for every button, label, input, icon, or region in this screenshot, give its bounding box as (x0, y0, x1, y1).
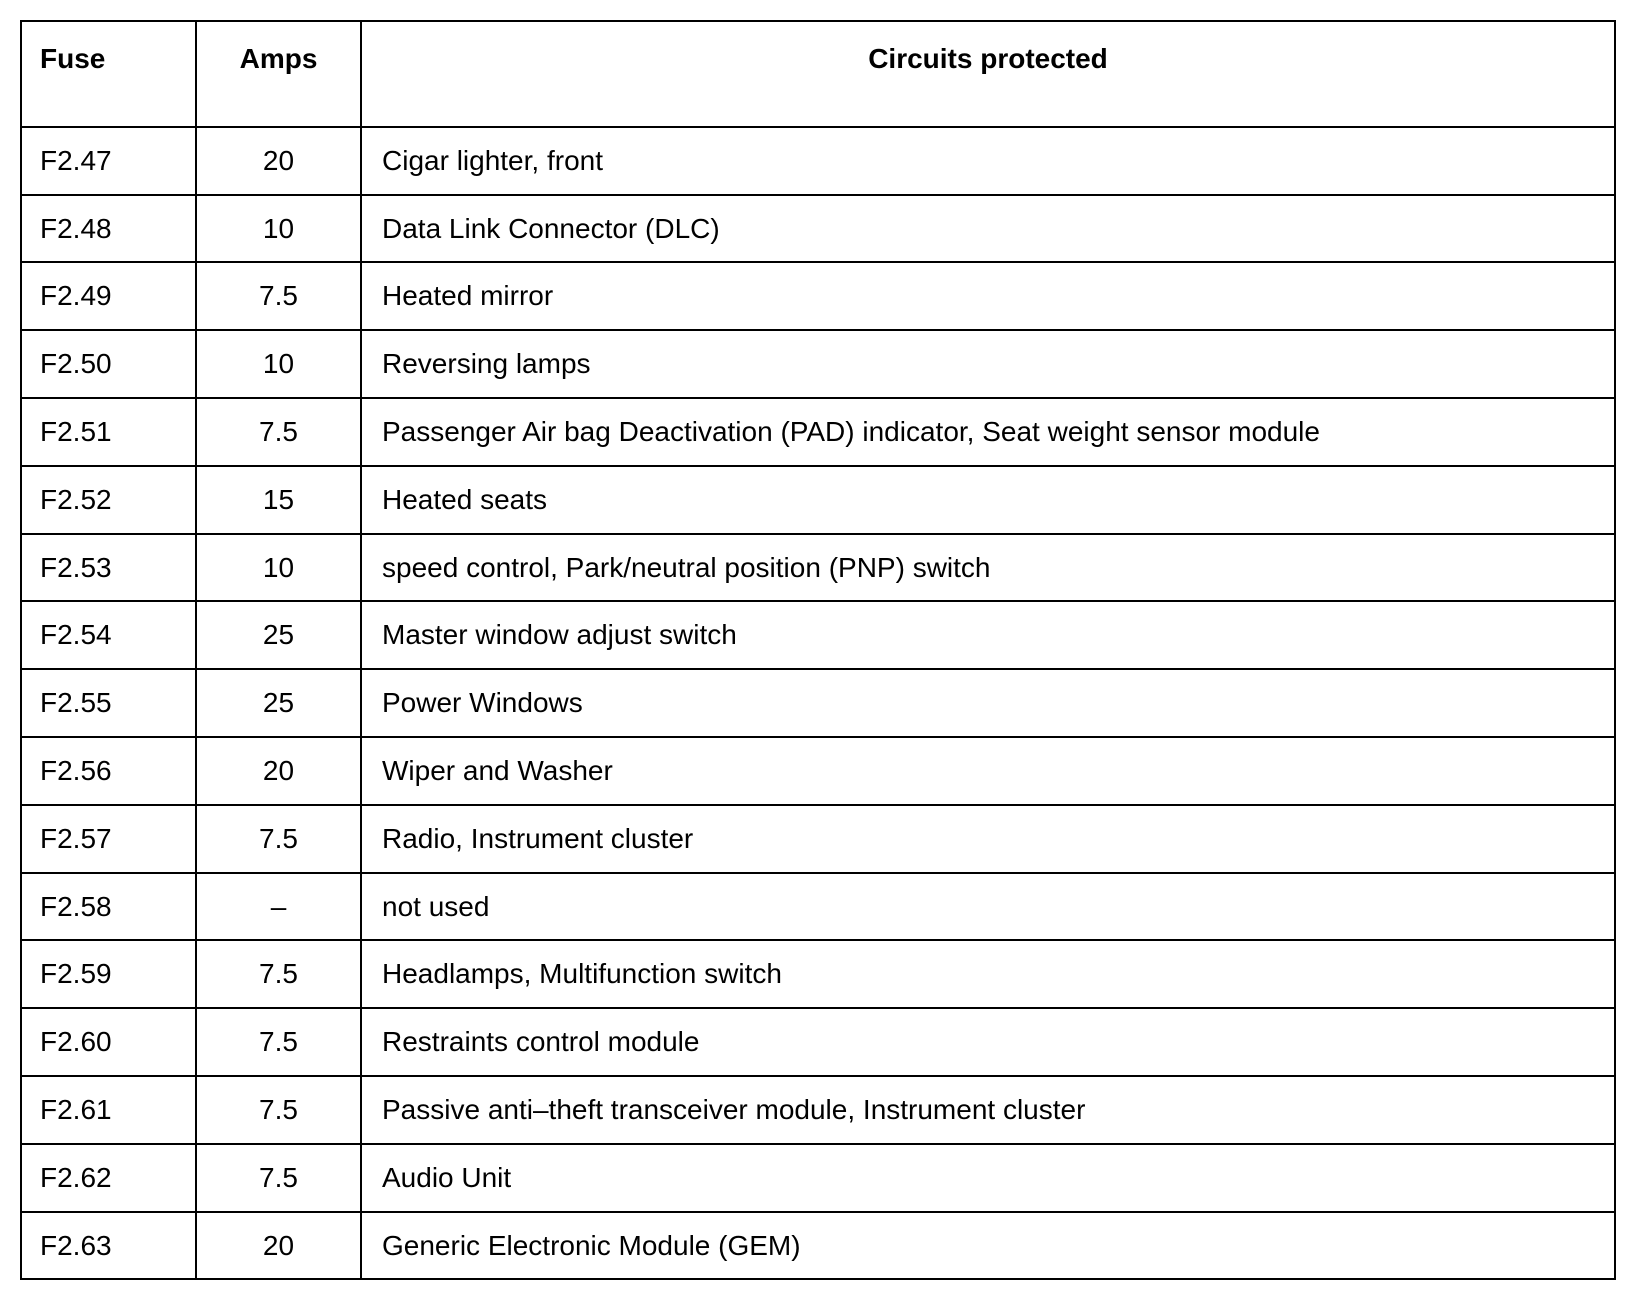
cell-circuits: Power Windows (361, 669, 1615, 737)
cell-amps: 25 (196, 669, 361, 737)
fuse-table-body: F2.47 20 Cigar lighter, front F2.48 10 D… (21, 127, 1615, 1280)
cell-circuits: Data Link Connector (DLC) (361, 195, 1615, 263)
cell-circuits: Generic Electronic Module (GEM) (361, 1212, 1615, 1280)
cell-fuse: F2.61 (21, 1076, 196, 1144)
cell-amps: 7.5 (196, 940, 361, 1008)
cell-circuits: Radio, Instrument cluster (361, 805, 1615, 873)
cell-circuits: Cigar lighter, front (361, 127, 1615, 195)
cell-fuse: F2.57 (21, 805, 196, 873)
cell-circuits: Reversing lamps (361, 330, 1615, 398)
table-row: F2.63 20 Generic Electronic Module (GEM) (21, 1212, 1615, 1280)
table-header-row: Fuse Amps Circuits protected (21, 21, 1615, 127)
table-row: F2.61 7.5 Passive anti–theft transceiver… (21, 1076, 1615, 1144)
cell-amps: 7.5 (196, 805, 361, 873)
cell-circuits: Heated mirror (361, 262, 1615, 330)
cell-circuits: Headlamps, Multifunction switch (361, 940, 1615, 1008)
cell-fuse: F2.60 (21, 1008, 196, 1076)
cell-fuse: F2.58 (21, 873, 196, 941)
cell-amps: – (196, 873, 361, 941)
cell-amps: 7.5 (196, 1008, 361, 1076)
table-row: F2.58 – not used (21, 873, 1615, 941)
cell-circuits: Master window adjust switch (361, 601, 1615, 669)
cell-amps: 7.5 (196, 1076, 361, 1144)
cell-amps: 20 (196, 127, 361, 195)
column-header-circuits: Circuits protected (361, 21, 1615, 127)
cell-circuits: Wiper and Washer (361, 737, 1615, 805)
cell-circuits: not used (361, 873, 1615, 941)
cell-circuits: Passenger Air bag Deactivation (PAD) ind… (361, 398, 1615, 466)
cell-fuse: F2.51 (21, 398, 196, 466)
cell-fuse: F2.52 (21, 466, 196, 534)
table-row: F2.48 10 Data Link Connector (DLC) (21, 195, 1615, 263)
cell-amps: 7.5 (196, 398, 361, 466)
cell-fuse: F2.62 (21, 1144, 196, 1212)
table-row: F2.60 7.5 Restraints control module (21, 1008, 1615, 1076)
cell-amps: 20 (196, 737, 361, 805)
table-row: F2.51 7.5 Passenger Air bag Deactivation… (21, 398, 1615, 466)
table-row: F2.52 15 Heated seats (21, 466, 1615, 534)
cell-fuse: F2.54 (21, 601, 196, 669)
cell-fuse: F2.63 (21, 1212, 196, 1280)
table-row: F2.57 7.5 Radio, Instrument cluster (21, 805, 1615, 873)
cell-fuse: F2.48 (21, 195, 196, 263)
cell-fuse: F2.49 (21, 262, 196, 330)
cell-amps: 15 (196, 466, 361, 534)
cell-fuse: F2.50 (21, 330, 196, 398)
cell-circuits: Heated seats (361, 466, 1615, 534)
cell-amps: 10 (196, 534, 361, 602)
cell-circuits: speed control, Park/neutral position (PN… (361, 534, 1615, 602)
cell-amps: 10 (196, 330, 361, 398)
table-row: F2.56 20 Wiper and Washer (21, 737, 1615, 805)
cell-circuits: Passive anti–theft transceiver module, I… (361, 1076, 1615, 1144)
cell-fuse: F2.55 (21, 669, 196, 737)
table-row: F2.53 10 speed control, Park/neutral pos… (21, 534, 1615, 602)
cell-amps: 10 (196, 195, 361, 263)
cell-fuse: F2.47 (21, 127, 196, 195)
cell-circuits: Restraints control module (361, 1008, 1615, 1076)
table-row: F2.54 25 Master window adjust switch (21, 601, 1615, 669)
table-row: F2.49 7.5 Heated mirror (21, 262, 1615, 330)
cell-amps: 7.5 (196, 262, 361, 330)
column-header-fuse: Fuse (21, 21, 196, 127)
cell-fuse: F2.56 (21, 737, 196, 805)
table-row: F2.62 7.5 Audio Unit (21, 1144, 1615, 1212)
fuse-table: Fuse Amps Circuits protected F2.47 20 Ci… (20, 20, 1616, 1280)
table-row: F2.55 25 Power Windows (21, 669, 1615, 737)
table-row: F2.50 10 Reversing lamps (21, 330, 1615, 398)
cell-circuits: Audio Unit (361, 1144, 1615, 1212)
cell-fuse: F2.53 (21, 534, 196, 602)
table-row: F2.47 20 Cigar lighter, front (21, 127, 1615, 195)
cell-fuse: F2.59 (21, 940, 196, 1008)
table-row: F2.59 7.5 Headlamps, Multifunction switc… (21, 940, 1615, 1008)
cell-amps: 7.5 (196, 1144, 361, 1212)
cell-amps: 25 (196, 601, 361, 669)
cell-amps: 20 (196, 1212, 361, 1280)
column-header-amps: Amps (196, 21, 361, 127)
